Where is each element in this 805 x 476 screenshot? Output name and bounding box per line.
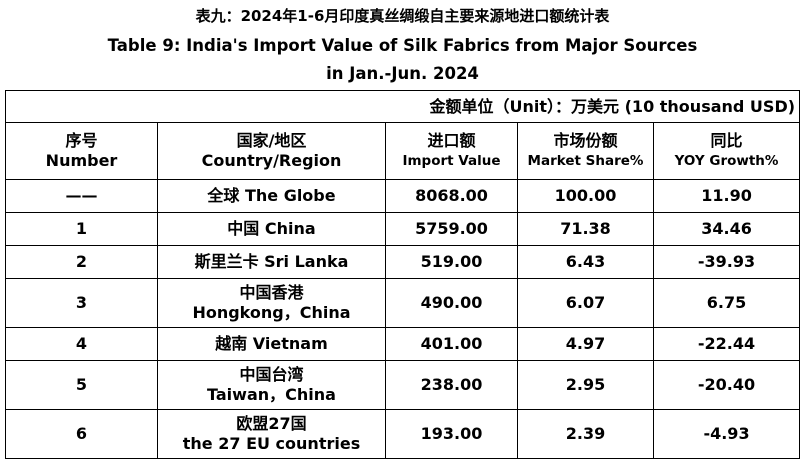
cell-yoy: 11.90 [652, 179, 801, 213]
cell-import: 401.00 [385, 327, 518, 361]
header-share-en: Market Share% [527, 153, 644, 169]
cell-country: 欧盟27国 the 27 EU countries [157, 409, 386, 459]
table-row: 5 中国台湾 Taiwan，China 238.00 2.95 -20.40 [5, 360, 801, 410]
cell-number: 1 [5, 212, 158, 246]
header-row: 序号 Number 国家/地区 Country/Region 进口额 Impor… [5, 122, 801, 180]
cell-country-en: the 27 EU countries [182, 434, 361, 453]
header-country-en: Country/Region [201, 151, 342, 170]
cell-number: 4 [5, 327, 158, 361]
header-yoy-en: YOY Growth% [674, 153, 779, 169]
cell-number: —— [5, 179, 158, 213]
table-title-english-period: in Jan.-Jun. 2024 [326, 64, 479, 83]
header-share-zh: 市场份额 [553, 131, 618, 150]
cell-country-zh: 中国香港 [239, 283, 304, 302]
cell-yoy: 34.46 [652, 212, 801, 246]
header-country-zh: 国家/地区 [236, 131, 307, 150]
cell-import: 519.00 [385, 245, 518, 279]
import-statistics-table: 金额单位（Unit）：万美元 (10 thousand USD) 序号 Numb… [4, 90, 801, 459]
table-row: —— 全球 The Globe 8068.00 100.00 11.90 [5, 179, 801, 213]
cell-share: 2.39 [517, 409, 654, 459]
cell-import: 8068.00 [385, 179, 518, 213]
cell-import: 5759.00 [385, 212, 518, 246]
header-import-en: Import Value [402, 153, 501, 169]
cell-country: 中国 China [157, 212, 386, 246]
cell-country: 越南 Vietnam [157, 327, 386, 361]
cell-share: 71.38 [517, 212, 654, 246]
cell-share: 6.43 [517, 245, 654, 279]
header-share: 市场份额 Market Share% [517, 122, 654, 180]
cell-import: 193.00 [385, 409, 518, 459]
table-row: 1 中国 China 5759.00 71.38 34.46 [5, 212, 801, 246]
table-title-english: Table 9: India's Import Value of Silk Fa… [107, 36, 698, 55]
cell-number: 6 [5, 409, 158, 459]
cell-import: 490.00 [385, 278, 518, 328]
table-row: 3 中国香港 Hongkong，China 490.00 6.07 6.75 [5, 278, 801, 328]
cell-country: 中国台湾 Taiwan，China [157, 360, 386, 410]
header-number-en: Number [45, 151, 118, 170]
table-row: 2 斯里兰卡 Sri Lanka 519.00 6.43 -39.93 [5, 245, 801, 279]
header-country: 国家/地区 Country/Region [157, 122, 386, 180]
header-yoy-zh: 同比 [710, 131, 743, 150]
cell-yoy: -20.40 [652, 360, 801, 410]
header-number: 序号 Number [5, 122, 158, 180]
cell-share: 2.95 [517, 360, 654, 410]
table-title-chinese: 表九：2024年1-6月印度真丝绸缎自主要来源地进口额统计表 [195, 7, 610, 25]
cell-country-en: Taiwan，China [207, 385, 336, 404]
cell-number: 3 [5, 278, 158, 328]
header-number-zh: 序号 [65, 131, 98, 150]
cell-share: 6.07 [517, 278, 654, 328]
cell-country-en: Hongkong，China [192, 303, 351, 322]
table-row: 6 欧盟27国 the 27 EU countries 193.00 2.39 … [5, 409, 801, 459]
cell-yoy: -4.93 [652, 409, 801, 459]
cell-share: 100.00 [517, 179, 654, 213]
cell-yoy: -22.44 [652, 327, 801, 361]
cell-number: 5 [5, 360, 158, 410]
cell-yoy: -39.93 [652, 245, 801, 279]
cell-country: 全球 The Globe [157, 179, 386, 213]
cell-yoy: 6.75 [652, 278, 801, 328]
cell-share: 4.97 [517, 327, 654, 361]
cell-country: 斯里兰卡 Sri Lanka [157, 245, 386, 279]
cell-country-zh: 中国台湾 [239, 365, 304, 384]
unit-note: 金额单位（Unit）：万美元 (10 thousand USD) [4, 90, 801, 123]
cell-number: 2 [5, 245, 158, 279]
unit-row: 金额单位（Unit）：万美元 (10 thousand USD) [4, 90, 801, 123]
header-yoy: 同比 YOY Growth% [652, 122, 801, 180]
cell-country-zh: 欧盟27国 [236, 414, 307, 433]
header-import: 进口额 Import Value [385, 122, 518, 180]
cell-country: 中国香港 Hongkong，China [157, 278, 386, 328]
header-import-zh: 进口额 [427, 131, 476, 150]
cell-import: 238.00 [385, 360, 518, 410]
table-row: 4 越南 Vietnam 401.00 4.97 -22.44 [5, 327, 801, 361]
